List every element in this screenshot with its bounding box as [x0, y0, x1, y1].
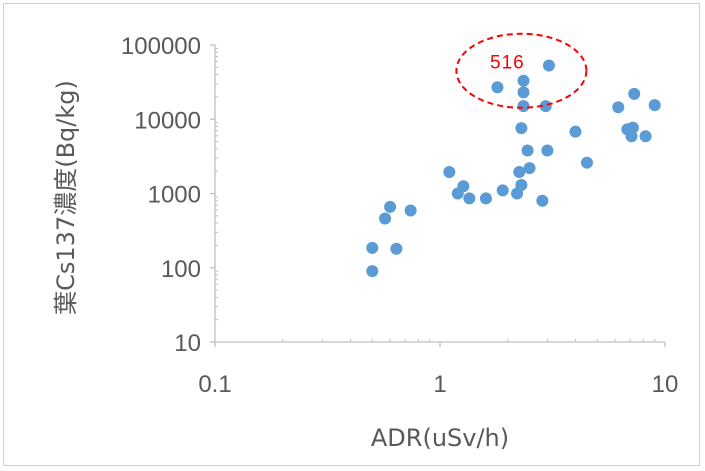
- data-point: [443, 165, 456, 178]
- y-tick-labels: 10 100 1000 10000 100000: [121, 33, 201, 357]
- annotation-ellipse: [455, 32, 588, 109]
- y-axis-title: 葉Cs137濃度(Bq/kg): [52, 80, 80, 315]
- data-point: [626, 121, 639, 134]
- data-point: [523, 162, 536, 175]
- data-point: [513, 165, 526, 178]
- data-point: [366, 265, 379, 278]
- chart-frame: [3, 3, 700, 466]
- axes: [214, 45, 665, 343]
- data-point: [628, 87, 641, 100]
- data-point: [580, 156, 593, 169]
- data-point: [517, 74, 530, 87]
- data-point: [542, 59, 555, 72]
- data-point: [496, 184, 509, 197]
- data-point: [536, 194, 549, 207]
- x-tick-label: 1: [433, 371, 446, 398]
- data-point: [569, 125, 582, 138]
- data-point: [515, 122, 528, 135]
- data-point: [491, 81, 504, 94]
- data-point: [463, 192, 476, 205]
- data-point: [541, 144, 554, 157]
- data-point: [517, 100, 530, 113]
- data-point: [379, 212, 392, 225]
- data-point: [521, 144, 534, 157]
- data-point: [366, 241, 379, 254]
- data-point: [404, 204, 417, 217]
- minor-ticks: [210, 44, 666, 347]
- y-tick-label: 10: [174, 330, 201, 357]
- data-point: [517, 86, 530, 99]
- x-tick-label: 10: [652, 371, 679, 398]
- data-point: [539, 100, 552, 113]
- annotation: 516: [455, 32, 588, 109]
- data-point: [384, 200, 397, 213]
- data-point: [515, 179, 528, 192]
- data-point: [639, 130, 652, 143]
- y-tick-label: 1000: [148, 182, 201, 209]
- data-point: [612, 101, 625, 114]
- data-point: [648, 99, 661, 112]
- y-tick-label: 100: [161, 256, 201, 283]
- x-tick-labels: 0.1 1 10: [198, 371, 678, 398]
- annotation-label: 516: [490, 53, 525, 74]
- data-points: [366, 59, 661, 278]
- y-tick-label: 10000: [134, 107, 201, 134]
- x-axis-title: ADR(uSv/h): [371, 424, 509, 452]
- x-tick-label: 0.1: [198, 371, 231, 398]
- data-point: [479, 192, 492, 205]
- data-point: [457, 180, 470, 193]
- data-point: [390, 242, 403, 255]
- y-tick-label: 100000: [121, 33, 201, 60]
